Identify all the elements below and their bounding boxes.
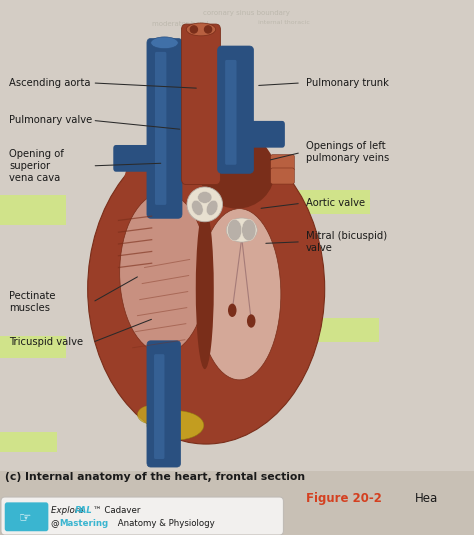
Ellipse shape <box>247 315 255 327</box>
FancyBboxPatch shape <box>239 121 285 148</box>
Ellipse shape <box>191 200 203 216</box>
FancyBboxPatch shape <box>182 24 220 185</box>
FancyBboxPatch shape <box>0 336 66 358</box>
Ellipse shape <box>88 134 325 444</box>
Text: moderator band: moderator band <box>152 21 208 27</box>
Text: internal thoracic: internal thoracic <box>258 20 310 25</box>
FancyBboxPatch shape <box>155 52 166 205</box>
FancyBboxPatch shape <box>218 46 254 173</box>
Text: Opening of
superior
vena cava: Opening of superior vena cava <box>9 149 64 183</box>
Ellipse shape <box>119 193 207 353</box>
Ellipse shape <box>227 218 257 242</box>
Text: Aortic valve: Aortic valve <box>306 198 365 208</box>
Ellipse shape <box>187 187 223 222</box>
Ellipse shape <box>196 209 214 369</box>
Ellipse shape <box>198 192 212 203</box>
Ellipse shape <box>199 134 275 209</box>
FancyBboxPatch shape <box>271 155 294 171</box>
FancyBboxPatch shape <box>147 39 182 218</box>
Ellipse shape <box>206 200 218 216</box>
Text: ™ Cadaver: ™ Cadaver <box>93 506 140 515</box>
Ellipse shape <box>137 406 166 424</box>
Text: Pulmonary valve: Pulmonary valve <box>9 116 93 125</box>
FancyBboxPatch shape <box>5 502 48 531</box>
Text: Figure 20-2: Figure 20-2 <box>306 492 382 505</box>
Ellipse shape <box>198 209 281 380</box>
Text: Mitral (bicuspid)
valve: Mitral (bicuspid) valve <box>306 231 387 253</box>
FancyBboxPatch shape <box>271 168 294 184</box>
Text: Mastering: Mastering <box>59 519 108 528</box>
Text: ☞: ☞ <box>19 510 31 524</box>
Text: Pectinate
muscles: Pectinate muscles <box>9 291 56 314</box>
Ellipse shape <box>123 139 218 235</box>
Text: Anatomy & Physiology: Anatomy & Physiology <box>115 519 214 528</box>
FancyBboxPatch shape <box>0 432 57 452</box>
FancyBboxPatch shape <box>225 60 237 165</box>
Ellipse shape <box>228 219 242 241</box>
FancyBboxPatch shape <box>284 318 379 342</box>
Ellipse shape <box>228 304 237 317</box>
Ellipse shape <box>242 219 256 241</box>
Ellipse shape <box>151 37 178 49</box>
Text: (c) Internal anatomy of the heart, frontal section: (c) Internal anatomy of the heart, front… <box>5 472 305 482</box>
Text: Pulmonary trunk: Pulmonary trunk <box>306 78 389 88</box>
Text: Openings of left
pulmonary veins: Openings of left pulmonary veins <box>306 141 389 164</box>
FancyBboxPatch shape <box>0 0 474 471</box>
Text: PAL: PAL <box>75 506 92 515</box>
Ellipse shape <box>186 23 216 36</box>
Text: Ascending aorta: Ascending aorta <box>9 78 91 88</box>
FancyBboxPatch shape <box>0 195 66 225</box>
Text: Explore: Explore <box>51 506 86 515</box>
FancyBboxPatch shape <box>113 145 159 172</box>
Text: coronary sinus boundary: coronary sinus boundary <box>203 10 290 17</box>
Text: Tricuspid valve: Tricuspid valve <box>9 338 83 347</box>
Text: Hea: Hea <box>415 492 438 505</box>
Text: @: @ <box>51 519 63 528</box>
Ellipse shape <box>147 411 204 440</box>
FancyBboxPatch shape <box>1 497 283 535</box>
Ellipse shape <box>190 25 198 34</box>
FancyBboxPatch shape <box>154 354 164 459</box>
FancyBboxPatch shape <box>147 341 181 467</box>
FancyBboxPatch shape <box>284 190 370 214</box>
Ellipse shape <box>204 25 212 34</box>
